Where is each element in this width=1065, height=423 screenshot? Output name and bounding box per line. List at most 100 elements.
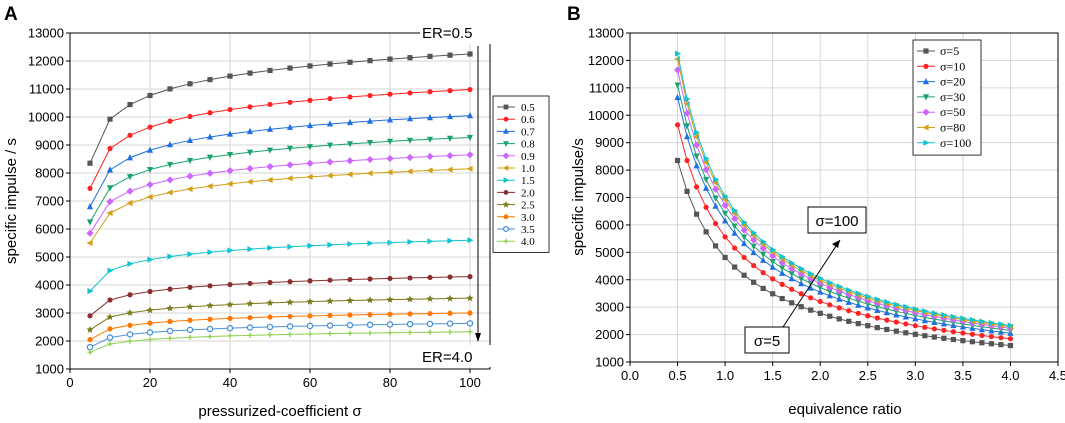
panel-a-legend-label: 0.9 [521,151,535,163]
panel-a-data-point [427,238,434,245]
panel-a-data-point [207,316,213,322]
panel-a-data-point [466,134,474,142]
panel-a-legend-entry: 3.0 [497,212,535,224]
panel-a-series-0.5 [87,51,473,166]
panel-a-data-point [267,332,273,338]
panel-a-data-point [346,321,354,329]
panel-a-legend-label: 0.5 [521,102,535,114]
panel-a-series-2.5 [86,294,474,333]
panel-b-data-point [713,220,719,227]
panel-a-data-point [146,193,153,201]
panel-b-data-point [789,286,795,292]
panel-a-data-point [286,175,293,182]
panel-b-data-point [893,319,899,325]
panel-b-data-point [703,204,709,210]
panel-b-data-point [873,299,881,307]
panel-a-data-point [386,116,394,123]
panel-a-data-point [247,70,253,76]
panel-a-data-point [86,203,94,210]
panel-b-data-point [712,195,719,202]
panel-a-data-point [166,327,174,335]
panel-b-data-point [893,328,899,334]
panel-b-data-point [741,239,748,247]
panel-a-data-point [146,180,154,189]
panel-b-y-tick-label: 5000 [595,245,624,260]
panel-a-data-point [367,312,373,318]
legend-marker [503,116,509,122]
panel-a-data-point [446,135,454,142]
panel-a-data-point [186,172,194,180]
panel-a-data-point [306,144,314,151]
panel-b-data-point [941,311,948,319]
panel-b-x-tick-label: 3.0 [906,368,924,383]
panel-b-x-tick-label: 0.0 [621,368,639,383]
panel-a-legend-label: 3.0 [521,212,535,224]
panel-b-data-point [998,321,1005,328]
panel-a-legend-label: 0.6 [521,114,535,126]
panel-b-data-point [741,234,748,241]
legend-marker [502,165,509,171]
panel-a-data-point [86,343,94,351]
panel-b-data-point [960,330,966,336]
panel-a-data-point [386,295,394,303]
legend-marker [923,139,930,146]
panel-b-data-point [874,296,881,303]
panel-b-x-tick-label: 2.0 [811,368,829,383]
panel-b-data-point [702,176,710,184]
panel-a-chart: A 10002000300040005000600070008000900010… [3,4,550,420]
panel-b-data-point [760,285,766,291]
panel-b-data-point [751,229,758,236]
panel-a-data-point [346,118,354,126]
panel-b-data-point [988,319,996,326]
panel-b-data-point [712,185,720,193]
panel-a-data-point [247,280,253,287]
panel-b-data-point [883,306,890,313]
panel-a-data-point [427,89,433,95]
panel-a-data-point [126,173,134,181]
panel-a-series-1.5 [87,237,474,295]
panel-b-data-point [702,184,710,191]
panel-b-data-point [703,155,710,162]
panel-b-data-point [703,229,709,235]
panel-b-data-point [845,290,853,299]
panel-b-data-point [683,123,691,130]
panel-a-data-point [86,326,94,333]
panel-a-data-point [366,170,373,177]
panel-b-data-point [836,295,843,302]
panel-a-data-point [447,52,453,58]
panel-a-data-point [446,166,453,173]
panel-a-data-point [286,161,294,169]
panel-a-data-point [226,324,234,332]
panel-a-data-point [266,299,274,306]
panel-a-y-tick-label: 7000 [35,194,64,209]
panel-a-data-point [347,240,354,248]
panel-a-x-axis-title: pressurized-coefficient σ [198,403,362,420]
panel-b-data-point [903,330,909,336]
panel-b-data-point [732,245,738,251]
panel-a-data-point [447,310,453,316]
panel-a-data-point [307,242,314,249]
panel-b-data-point [969,339,975,345]
panel-a-data-point [167,318,173,325]
panel-b-data-point [960,338,966,344]
panel-a-data-point [366,117,374,124]
panel-a-data-point [166,141,174,148]
panel-a-data-point [306,322,314,330]
panel-b-data-point [950,329,956,335]
panel-b-series-σ=5 [674,157,1014,349]
panel-b-data-point [855,298,862,305]
panel-b-data-point [988,341,995,347]
panel-b-y-tick-label: 11000 [589,80,624,95]
panel-b-data-point [808,307,814,313]
panel-a-series-line [89,322,471,348]
panel-b-x-tick-label: 4.0 [1001,368,1019,383]
panel-a-data-point [267,279,273,286]
panel-a-data-point [387,239,394,246]
panel-b-data-point [760,256,767,263]
panel-a-data-point [267,67,273,74]
panel-a-data-point [247,332,253,338]
panel-a-data-point [306,121,314,129]
panel-a-data-point [87,337,93,343]
panel-a-data-point [207,110,213,116]
panel-a-data-point [426,320,434,328]
